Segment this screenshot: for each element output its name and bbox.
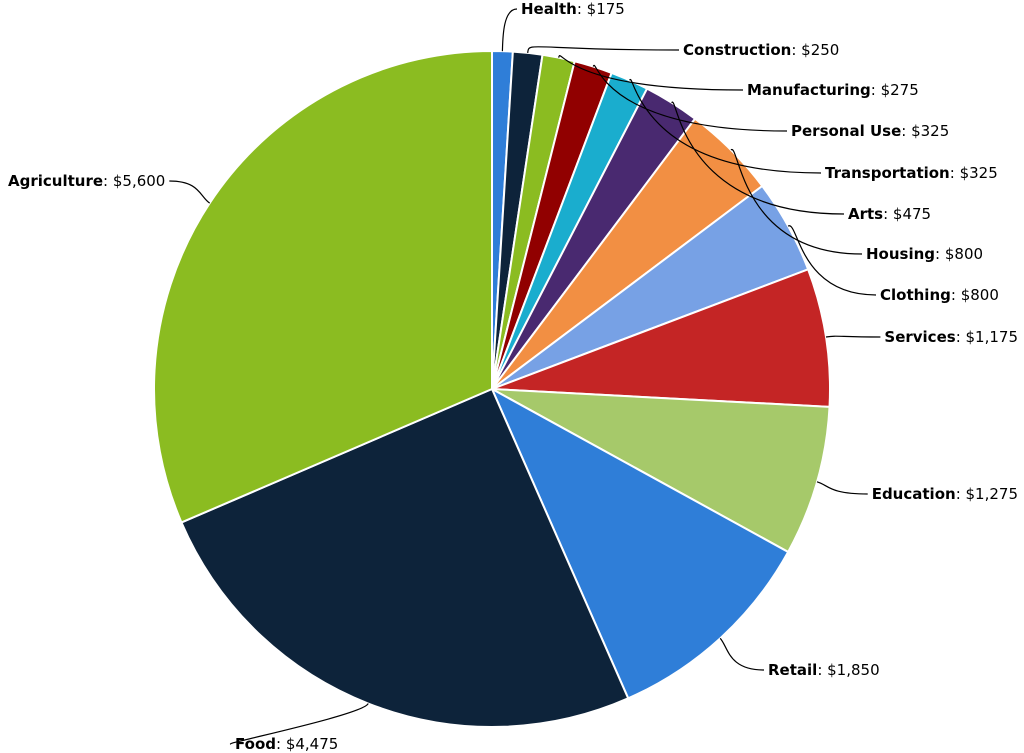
data-label-value: : $800: [935, 245, 983, 263]
data-label-housing: Housing: $800: [866, 245, 983, 263]
data-label-name: Manufacturing: [747, 81, 871, 99]
labels-layer: Health: $175 Construction: $250 Manufactur…: [8, 0, 1018, 753]
data-label-value: : $175: [577, 0, 625, 18]
pie-slice-agriculture[interactable]: [153, 49, 493, 524]
connector-health: [501, 8, 518, 52]
data-label-name: Health: [521, 0, 577, 18]
data-label-name: Education: [872, 485, 956, 503]
data-label-manufacturing: Manufacturing: $275: [747, 81, 919, 99]
pie-slice-services[interactable]: [491, 268, 831, 408]
connectors-layer: [169, 8, 881, 745]
connector-services: [825, 335, 881, 338]
data-label-education: Education: $1,275: [872, 485, 1018, 503]
connector-food: [230, 703, 369, 745]
data-label-value: : $475: [883, 205, 931, 223]
data-label-value: : $325: [901, 122, 949, 140]
data-label-value: : $325: [950, 164, 998, 182]
connector-agriculture: [169, 180, 211, 204]
data-label-transportation: Transportation: $325: [825, 164, 998, 182]
data-label-value: : $4,475: [276, 735, 338, 753]
data-label-name: Construction: [683, 41, 791, 59]
data-label-value: : $1,275: [956, 485, 1018, 503]
data-label-arts: Arts: $475: [848, 205, 931, 223]
data-label-value: : $250: [791, 41, 839, 59]
data-label-food: Food: $4,475: [235, 735, 338, 753]
data-label-agriculture: Agriculture: $5,600: [8, 172, 165, 190]
connector-construction: [527, 46, 680, 53]
connector-manufacturing: [558, 55, 744, 91]
data-label-health: Health: $175: [521, 0, 625, 18]
data-label-clothing: Clothing: $800: [880, 286, 999, 304]
data-label-value: : $1,850: [817, 661, 879, 679]
connector-retail: [719, 637, 765, 671]
connector-education: [816, 481, 868, 495]
data-label-name: Services: [884, 328, 955, 346]
connector-arts: [671, 101, 845, 215]
data-label-name: Food: [235, 735, 276, 753]
data-label-name: Agriculture: [8, 172, 103, 190]
data-label-construction: Construction: $250: [683, 41, 839, 59]
data-label-name: Transportation: [825, 164, 950, 182]
connector-personal-use: [592, 64, 788, 132]
connector-housing: [730, 149, 863, 255]
slices-layer: [153, 49, 831, 728]
data-label-name: Arts: [848, 205, 883, 223]
pie-slice-retail[interactable]: [489, 386, 790, 700]
data-label-services: Services: $1,175: [884, 328, 1018, 346]
pie-slice-food[interactable]: [180, 387, 630, 728]
data-label-name: Clothing: [880, 286, 951, 304]
data-label-value: : $1,175: [956, 328, 1018, 346]
data-label-value: : $275: [871, 81, 919, 99]
data-label-personal-use: Personal Use: $325: [791, 122, 949, 140]
data-label-name: Housing: [866, 245, 935, 263]
connector-transportation: [629, 78, 822, 174]
data-label-value: : $5,600: [103, 172, 165, 190]
connector-clothing: [787, 225, 877, 296]
data-label-retail: Retail: $1,850: [768, 661, 880, 679]
data-label-value: : $800: [951, 286, 999, 304]
data-label-name: Retail: [768, 661, 817, 679]
data-label-name: Personal Use: [791, 122, 901, 140]
